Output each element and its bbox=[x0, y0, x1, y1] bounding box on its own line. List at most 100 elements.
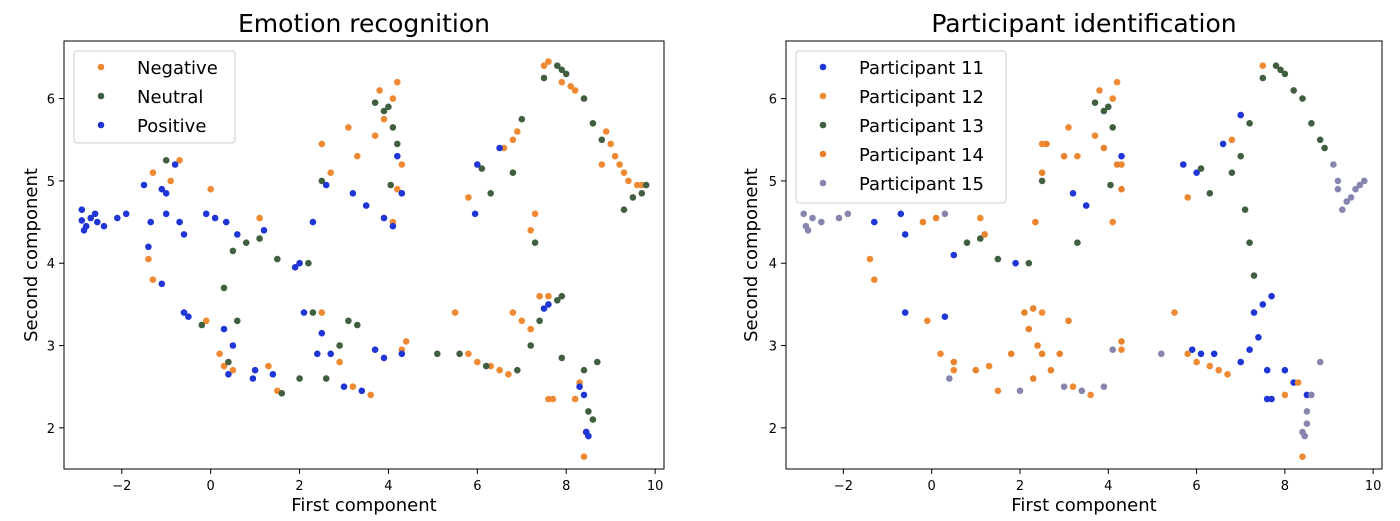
data-point bbox=[977, 235, 984, 242]
data-point bbox=[514, 128, 521, 135]
legend: Participant 11 Participant 12 Participant … bbox=[795, 50, 1007, 204]
data-point bbox=[256, 214, 263, 222]
data-point bbox=[1250, 272, 1258, 279]
data-point bbox=[1281, 391, 1289, 399]
data-point bbox=[300, 309, 308, 316]
data-point bbox=[78, 217, 86, 224]
data-point bbox=[380, 107, 388, 115]
data-point bbox=[229, 366, 237, 374]
data-point bbox=[527, 227, 534, 234]
data-point bbox=[1206, 190, 1214, 197]
data-point bbox=[278, 390, 286, 397]
x-tick-label: 4 bbox=[1104, 479, 1112, 494]
data-point bbox=[1197, 165, 1205, 172]
x-tick-label: 8 bbox=[1281, 479, 1289, 494]
data-point bbox=[389, 95, 397, 102]
data-point bbox=[487, 190, 495, 197]
data-point bbox=[225, 371, 232, 378]
legend-marker bbox=[97, 63, 105, 71]
data-point bbox=[1118, 185, 1125, 193]
data-point bbox=[371, 132, 379, 139]
legend-label: Participant 13 bbox=[859, 116, 984, 137]
data-point bbox=[1091, 99, 1099, 106]
data-point bbox=[901, 309, 909, 316]
x-tick-label: 2 bbox=[295, 479, 303, 494]
data-point bbox=[482, 362, 490, 370]
data-point bbox=[866, 255, 874, 263]
data-point bbox=[234, 317, 241, 325]
data-point bbox=[380, 354, 388, 362]
data-point bbox=[207, 185, 214, 193]
data-point bbox=[1250, 309, 1258, 316]
data-point bbox=[1109, 346, 1116, 354]
data-point bbox=[1118, 346, 1125, 354]
data-point bbox=[1038, 169, 1046, 176]
data-point bbox=[536, 317, 543, 325]
legend-box bbox=[795, 50, 1007, 204]
data-point bbox=[162, 190, 170, 197]
y-axis-label: Second component bbox=[21, 168, 42, 342]
data-point bbox=[1316, 358, 1324, 366]
data-point bbox=[1069, 383, 1077, 391]
data-point bbox=[1308, 391, 1315, 399]
data-point bbox=[91, 210, 99, 218]
data-point bbox=[1158, 350, 1165, 358]
data-point bbox=[145, 255, 152, 263]
data-point bbox=[269, 371, 277, 378]
data-point bbox=[1069, 190, 1077, 197]
legend-marker bbox=[819, 63, 827, 71]
data-point bbox=[932, 214, 940, 222]
data-point bbox=[594, 358, 601, 366]
data-point bbox=[309, 309, 317, 316]
data-point bbox=[514, 366, 521, 374]
legend: Negative Neutral Positive bbox=[73, 50, 236, 144]
data-point bbox=[296, 259, 303, 267]
legend-label: Participant 11 bbox=[859, 58, 984, 79]
data-point bbox=[345, 317, 352, 325]
data-point bbox=[1087, 391, 1094, 399]
data-point bbox=[558, 292, 566, 300]
data-point bbox=[580, 453, 588, 461]
data-point bbox=[1268, 395, 1275, 403]
data-point bbox=[354, 152, 361, 160]
data-point bbox=[354, 321, 361, 329]
data-point bbox=[642, 181, 650, 189]
data-point bbox=[1241, 206, 1249, 213]
data-point bbox=[518, 317, 526, 325]
data-point bbox=[1171, 309, 1178, 316]
data-point bbox=[265, 362, 272, 370]
chart-title: Emotion recognition bbox=[238, 9, 490, 38]
data-point bbox=[367, 391, 375, 399]
legend-marker bbox=[819, 121, 827, 129]
data-point bbox=[1321, 144, 1328, 152]
data-point bbox=[509, 309, 517, 316]
data-point bbox=[402, 338, 410, 345]
y-tick-label: 3 bbox=[769, 340, 777, 355]
data-point bbox=[394, 152, 401, 160]
data-point bbox=[465, 194, 472, 201]
data-point bbox=[296, 375, 303, 382]
x-tick-label: 10 bbox=[1365, 479, 1382, 494]
data-point bbox=[994, 387, 1002, 395]
legend-label: Positive bbox=[137, 116, 206, 137]
data-point bbox=[1118, 338, 1125, 345]
data-point bbox=[167, 177, 174, 185]
y-tick-label: 2 bbox=[769, 422, 777, 437]
data-point bbox=[554, 297, 561, 304]
data-point bbox=[389, 124, 397, 131]
data-point bbox=[1043, 140, 1050, 148]
data-point bbox=[1347, 194, 1355, 201]
data-point bbox=[1113, 161, 1121, 168]
legend-label: Participant 12 bbox=[859, 87, 984, 108]
data-point bbox=[963, 239, 971, 246]
data-point bbox=[1316, 136, 1324, 144]
data-point bbox=[1109, 124, 1116, 131]
axis-ticks: −2 0 2 4 6 8 10 2 3 4 5 6 bbox=[47, 93, 664, 494]
data-point bbox=[919, 218, 927, 226]
data-point bbox=[924, 317, 931, 325]
data-point bbox=[1259, 62, 1267, 69]
data-point bbox=[251, 366, 259, 374]
data-point bbox=[180, 231, 188, 238]
data-point bbox=[1025, 325, 1033, 333]
data-point bbox=[211, 214, 219, 222]
